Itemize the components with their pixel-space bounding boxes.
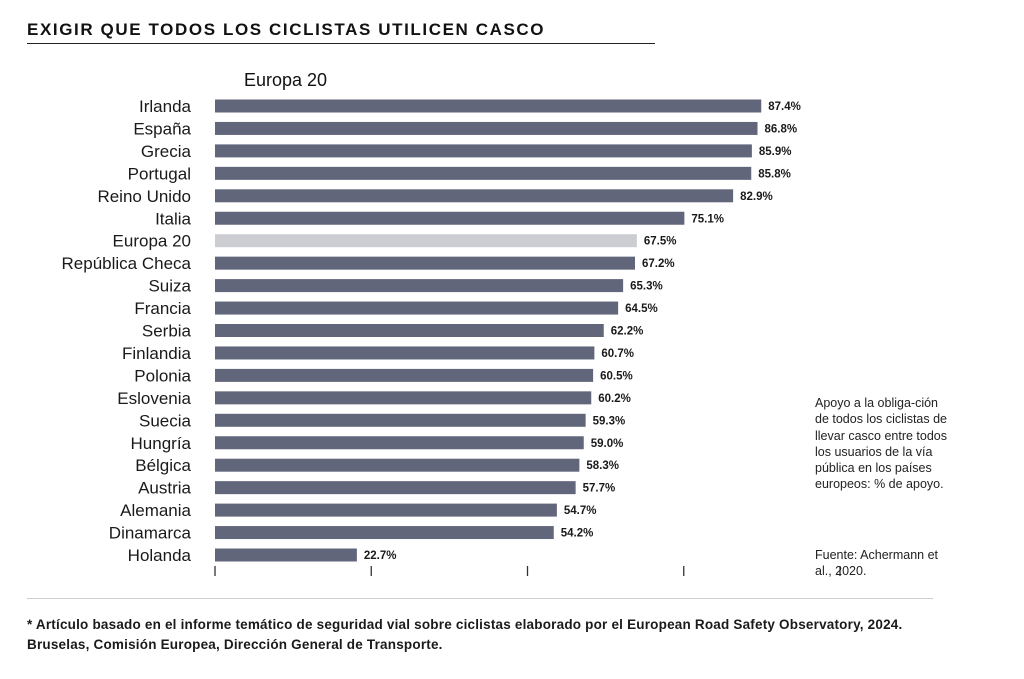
chart-title: Europa 20 bbox=[244, 70, 327, 90]
bar-value-label: 54.2% bbox=[561, 528, 594, 540]
bar bbox=[215, 166, 752, 180]
bar-value-label: 57.7% bbox=[583, 483, 616, 495]
bar bbox=[215, 503, 557, 517]
bar-value-label: 60.5% bbox=[600, 370, 633, 382]
bar-value-label: 54.7% bbox=[564, 505, 597, 517]
bar-value-label: 82.9% bbox=[740, 191, 773, 203]
bar-value-label: 59.0% bbox=[591, 438, 624, 450]
bar-value-label: 59.3% bbox=[593, 415, 626, 427]
bar-value-label: 58.3% bbox=[586, 460, 619, 472]
category-label: Hungría bbox=[131, 434, 192, 453]
bar bbox=[215, 458, 580, 472]
bar bbox=[215, 413, 586, 427]
bar bbox=[215, 99, 762, 113]
bar bbox=[215, 481, 576, 495]
bar-value-label: 67.5% bbox=[644, 236, 677, 248]
bar-chart: Europa 20 Irlanda 87.4% España 86.8% Grecia 8… bbox=[62, 70, 841, 576]
footnote-divider bbox=[27, 598, 933, 599]
category-label: Francia bbox=[134, 299, 191, 318]
category-label: Alemania bbox=[120, 501, 191, 520]
category-label: Finlandia bbox=[122, 344, 192, 363]
category-label: Suiza bbox=[148, 277, 191, 296]
bar bbox=[215, 391, 592, 405]
bar bbox=[215, 189, 734, 203]
bar bbox=[215, 301, 619, 315]
bar-value-label: 60.2% bbox=[598, 393, 631, 405]
bar bbox=[215, 144, 752, 158]
category-label: República Checa bbox=[62, 254, 192, 273]
chart-page-title: EXIGIR QUE TODOS LOS CICLISTAS UTILICEN … bbox=[27, 20, 546, 39]
chart-source: Fuente: Achermann et al., 2020. bbox=[815, 548, 938, 579]
bar-value-label: 85.9% bbox=[759, 146, 792, 158]
bar bbox=[215, 279, 624, 293]
bar bbox=[215, 324, 604, 337]
category-label: Serbia bbox=[142, 322, 192, 341]
category-label: Suecia bbox=[139, 411, 192, 430]
category-label: Reino Unido bbox=[97, 187, 191, 206]
bar bbox=[215, 436, 584, 450]
bar bbox=[215, 256, 635, 270]
category-label: España bbox=[133, 119, 191, 138]
bar bbox=[215, 234, 637, 248]
bar bbox=[215, 548, 357, 562]
bar-value-label: 67.2% bbox=[642, 258, 675, 270]
bar-value-label: 87.4% bbox=[768, 101, 801, 113]
bar-value-label: 22.7% bbox=[364, 550, 397, 562]
category-label: Austria bbox=[138, 479, 191, 498]
bar-value-label: 75.1% bbox=[691, 213, 724, 225]
bar bbox=[215, 121, 758, 135]
category-label: Dinamarca bbox=[109, 524, 192, 543]
category-label: Bélgica bbox=[135, 456, 191, 475]
bar-value-label: 65.3% bbox=[630, 281, 663, 293]
category-label: Holanda bbox=[128, 546, 192, 565]
bar bbox=[215, 526, 554, 540]
category-label: Europa 20 bbox=[113, 232, 191, 251]
bar bbox=[215, 368, 594, 382]
title-underline bbox=[27, 43, 655, 44]
category-label: Portugal bbox=[128, 164, 191, 183]
category-label: Italia bbox=[155, 209, 191, 228]
bar-value-label: 86.8% bbox=[765, 123, 798, 135]
bar-value-label: 62.2% bbox=[611, 326, 644, 338]
chart-description: Apoyo a la obliga-ción de todos los cicl… bbox=[815, 396, 948, 492]
bar bbox=[215, 346, 595, 360]
bar-value-label: 64.5% bbox=[625, 303, 658, 315]
category-label: Eslovenia bbox=[117, 389, 191, 408]
bar-value-label: 60.7% bbox=[601, 348, 634, 360]
bar-value-label: 85.8% bbox=[758, 168, 791, 180]
category-label: Polonia bbox=[134, 366, 191, 385]
category-label: Irlanda bbox=[139, 97, 192, 116]
bar bbox=[215, 211, 685, 225]
category-label: Grecia bbox=[141, 142, 192, 161]
footnote: * Artículo basado en el informe temático… bbox=[27, 617, 903, 652]
